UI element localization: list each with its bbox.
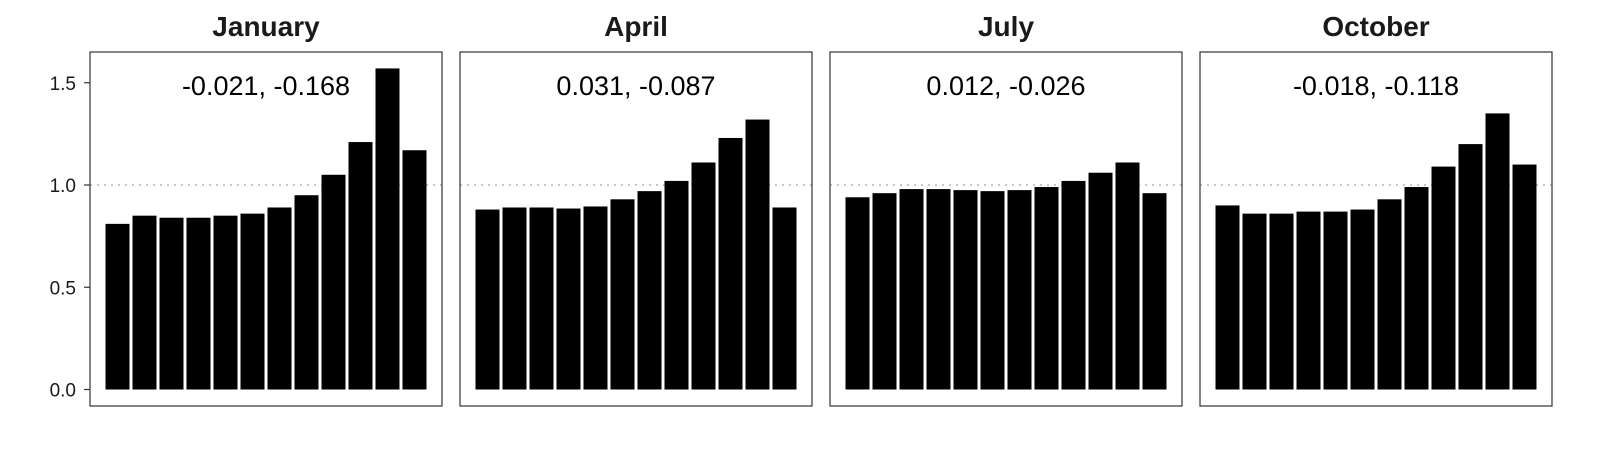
bar — [348, 142, 373, 390]
bar — [899, 189, 924, 390]
bar — [1377, 199, 1402, 390]
bar — [1512, 164, 1537, 390]
bar — [294, 195, 319, 390]
panel-annotation: 0.031, -0.087 — [556, 71, 715, 101]
bar — [556, 208, 581, 390]
panel-annotation: -0.021, -0.168 — [182, 71, 350, 101]
bar — [1034, 187, 1059, 390]
bar — [132, 215, 157, 390]
panel-title: April — [604, 11, 668, 42]
y-axis-tick-label: 1.5 — [50, 74, 76, 95]
panel-border — [829, 51, 1183, 407]
panel-annotation: 0.012, -0.026 — [926, 71, 1085, 101]
bar — [718, 137, 743, 390]
bar — [953, 190, 978, 390]
bar — [872, 193, 897, 390]
bar — [1296, 211, 1321, 390]
bar — [1431, 166, 1456, 390]
bar — [105, 223, 130, 390]
bar — [475, 209, 500, 390]
bar — [845, 197, 870, 390]
bar — [1485, 113, 1510, 390]
bar — [637, 191, 662, 390]
y-axis-tick-label: 0.0 — [50, 381, 76, 402]
bar — [321, 174, 346, 390]
bar — [529, 207, 554, 390]
bar — [926, 189, 951, 390]
bar — [745, 119, 770, 390]
panel-title: July — [978, 11, 1034, 42]
y-axis-tick-label: 0.5 — [50, 278, 76, 299]
bar — [267, 207, 292, 390]
bar — [1088, 172, 1113, 390]
bar — [159, 217, 184, 390]
bar — [980, 191, 1005, 390]
bar — [502, 207, 527, 390]
panel-border — [89, 51, 443, 407]
bar — [1142, 193, 1167, 390]
bar — [1115, 162, 1140, 390]
panel-border — [1199, 51, 1553, 407]
panel-title: January — [212, 11, 320, 42]
bar — [1215, 205, 1240, 390]
bar — [1007, 190, 1032, 390]
bar — [583, 206, 608, 390]
bar — [1242, 213, 1267, 390]
bar — [664, 180, 689, 390]
bar — [1404, 187, 1429, 390]
bar — [772, 207, 797, 390]
bar — [1269, 213, 1294, 390]
bar — [375, 68, 400, 390]
bar — [1061, 180, 1086, 390]
bar — [402, 150, 427, 390]
panel-border — [459, 51, 813, 407]
bar — [186, 217, 211, 390]
panel-title: October — [1322, 11, 1429, 42]
bar — [240, 213, 265, 390]
bar — [691, 162, 716, 390]
bar — [1458, 144, 1483, 390]
bar — [1350, 209, 1375, 390]
bar — [1323, 211, 1348, 390]
bar — [213, 215, 238, 390]
y-axis-tick-label: 1.0 — [50, 176, 76, 197]
bar — [610, 199, 635, 390]
panel-annotation: -0.018, -0.118 — [1293, 71, 1459, 101]
